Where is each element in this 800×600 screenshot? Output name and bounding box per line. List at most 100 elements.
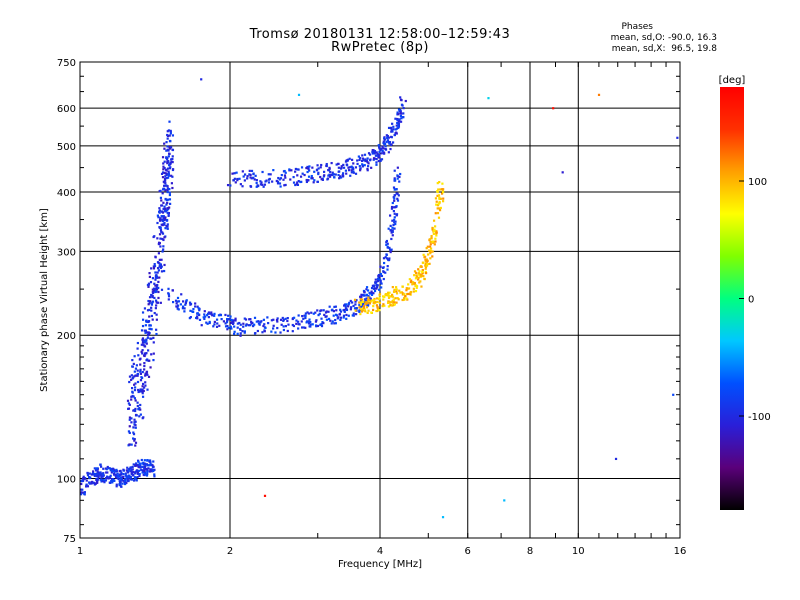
scatter-point	[270, 330, 273, 333]
scatter-point	[166, 161, 169, 164]
scatter-point	[305, 180, 308, 184]
scatter-point	[409, 280, 412, 284]
scatter-point	[252, 176, 255, 180]
scatter-point	[395, 301, 398, 304]
scatter-point	[196, 305, 199, 308]
scatter-point	[311, 323, 314, 326]
scatter-point	[348, 157, 351, 160]
scatter-point	[436, 207, 439, 210]
scatter-point	[433, 240, 436, 243]
scatter-point	[145, 338, 148, 341]
scatter-point	[160, 204, 163, 207]
scatter-point	[141, 318, 145, 321]
scatter-point	[441, 200, 445, 203]
scatter-point	[272, 318, 275, 321]
scatter-point	[241, 330, 244, 333]
scatter-point	[137, 465, 140, 469]
scatter-point	[233, 325, 236, 328]
scatter-point	[413, 274, 416, 277]
scatter-point	[361, 307, 365, 310]
scatter-point	[370, 166, 373, 169]
scatter-point	[366, 289, 370, 292]
scatter-point	[150, 267, 153, 270]
scatter-point	[300, 326, 304, 329]
scatter-point	[166, 188, 170, 191]
scatter-point	[128, 380, 131, 384]
scatter-point	[307, 312, 310, 315]
scatter-point	[437, 202, 440, 205]
scatter-point	[88, 481, 91, 484]
scatter-point	[118, 480, 121, 483]
scatter-point	[150, 353, 153, 356]
scatter-point	[399, 96, 402, 99]
scatter-point	[352, 171, 355, 174]
scatter-point	[261, 183, 264, 186]
scatter-point	[283, 184, 286, 187]
scatter-point	[417, 276, 420, 279]
scatter-point	[163, 236, 166, 239]
scatter-point	[161, 219, 164, 223]
scatter-point	[236, 179, 239, 182]
scatter-point	[339, 308, 342, 311]
scatter-point	[83, 492, 86, 495]
scatter-point	[166, 225, 169, 228]
scatter-point	[132, 479, 136, 482]
scatter-point	[337, 166, 340, 169]
scatter-point	[171, 175, 174, 178]
scatter-point	[384, 148, 387, 151]
scatter-point	[361, 154, 364, 157]
scatter-point	[127, 468, 130, 471]
scatter-point	[155, 288, 159, 291]
scatter-point	[134, 374, 137, 377]
scatter-point	[398, 175, 401, 179]
scatter-point	[154, 284, 157, 287]
x-tick-label: 1	[77, 546, 83, 557]
scatter-point	[311, 166, 314, 169]
scatter-point	[372, 308, 375, 312]
scatter-point	[250, 320, 253, 323]
scatter-point	[302, 317, 305, 320]
scatter-point	[432, 219, 436, 222]
scatter-point	[151, 277, 155, 280]
scatter-point	[222, 320, 226, 323]
scatter-point	[153, 282, 156, 285]
scatter-point	[263, 183, 267, 186]
scatter-point	[156, 221, 159, 225]
scatter-point	[412, 290, 415, 293]
scatter-point	[383, 304, 386, 307]
scatter-point	[171, 289, 174, 292]
scatter-point	[378, 309, 381, 312]
scatter-point	[150, 309, 153, 312]
scatter-point	[177, 308, 180, 311]
scatter-point	[139, 372, 142, 375]
colorbar-tick-label: 100	[748, 177, 767, 188]
scatter-point	[423, 256, 426, 259]
scatter-point	[393, 169, 396, 172]
scatter-point	[384, 145, 387, 148]
y-tick-label: 200	[57, 331, 76, 342]
x-tick-label: 10	[572, 546, 585, 557]
scatter-point	[135, 469, 139, 472]
scatter-point	[383, 295, 386, 299]
scatter-point	[168, 147, 172, 150]
scatter-point	[393, 216, 396, 219]
scatter-point	[333, 322, 336, 325]
scatter-point	[330, 173, 333, 176]
scatter-point	[341, 172, 345, 175]
scatter-point	[386, 242, 389, 245]
scatter-point	[204, 315, 207, 318]
scatter-point	[150, 294, 153, 297]
scatter-point	[380, 147, 383, 150]
scatter-point	[189, 316, 192, 319]
scatter-point	[373, 285, 376, 288]
scatter-point	[388, 248, 392, 251]
scatter-point	[397, 120, 400, 123]
scatter-point	[97, 475, 100, 479]
scatter-point	[94, 482, 98, 485]
scatter-point	[288, 168, 291, 171]
x-tick-label: 8	[527, 546, 533, 557]
scatter-point	[153, 468, 156, 471]
scatter-point	[133, 476, 137, 479]
scatter-point	[166, 133, 169, 137]
scatter-point	[139, 368, 142, 371]
